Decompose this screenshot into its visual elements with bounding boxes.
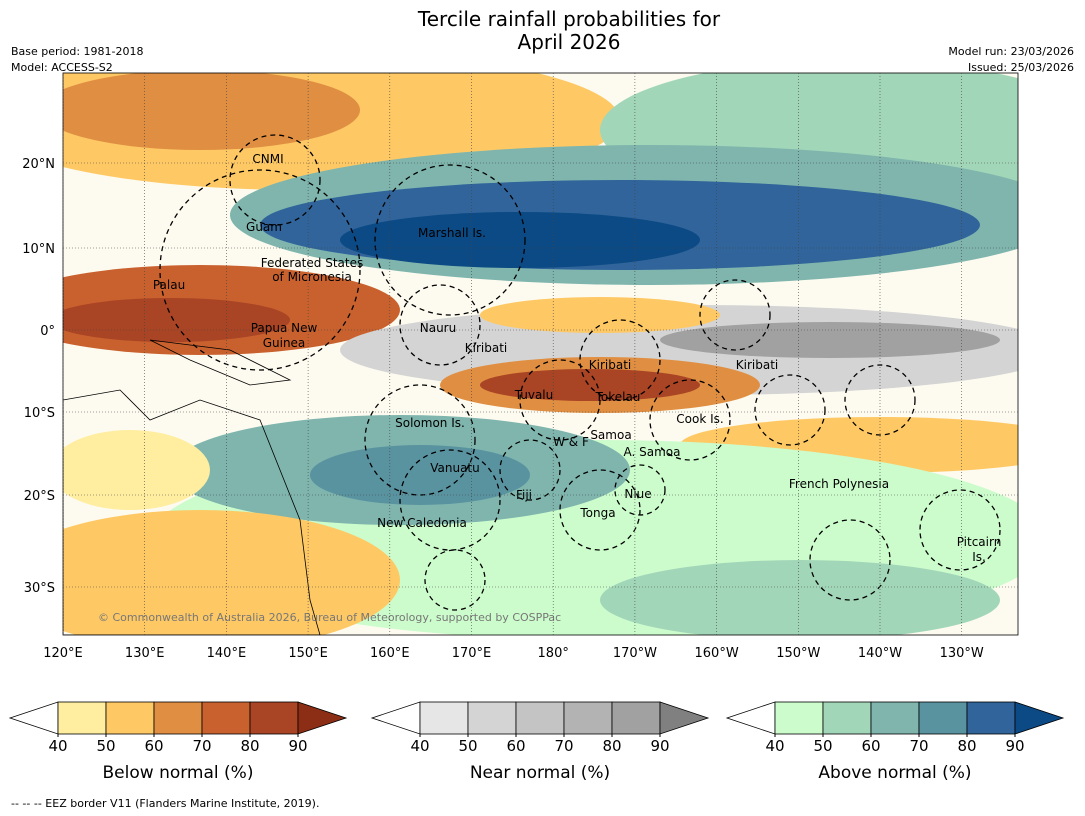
region-label: Tuvalu [514,388,554,402]
colorbar-tick-label: 60 [861,737,880,755]
colorbar-extend [659,701,710,735]
colorbar-tick-label: 80 [602,737,621,755]
region-label: Guinea [263,336,306,350]
lon-label: 130°E [125,646,165,661]
lon-label: 170°E [452,646,492,661]
lon-label: 140°W [858,646,902,661]
lat-label: 30°S [24,581,55,596]
lat-label: 0° [40,324,55,339]
footnote: -- -- -- EEZ border V11 (Flanders Marine… [11,797,319,810]
colorbar-extend [297,701,348,735]
region-label: Kiribati [736,358,778,372]
colorbar-tick-label: 80 [957,737,976,755]
region-label: of Micronesia [272,270,352,284]
region-label: Papua New [251,321,318,335]
map-frame [62,72,1019,636]
colorbar-segment [467,701,517,735]
colorbar-segment [419,701,469,735]
colorbar-segment [563,701,613,735]
region-label: Kiribati [589,358,631,372]
region-label: A. Samoa [624,445,681,459]
colorbar-tick-label: 70 [909,737,928,755]
colorbar-tick-label: 90 [1005,737,1024,755]
colorbar-segment [822,701,872,735]
colorbar-extend [370,701,421,735]
colorbar-segment [966,701,1016,735]
region-label: Kiribati [465,341,507,355]
region-label: Is. [972,550,986,564]
region-label: Niue [624,487,651,501]
region-label: Nauru [420,321,456,335]
lon-label: 130°W [940,646,984,661]
lat-label: 20°N [22,157,55,172]
colorbar-segment [249,701,299,735]
colorbar-tick-label: 70 [192,737,211,755]
lat-label: 10°S [24,406,55,421]
colorbar-segment [153,701,203,735]
lon-label: 160°W [695,646,739,661]
lat-label: 10°N [22,242,55,257]
region-label: New Caledonia [377,516,467,530]
colorbar-tick-label: 50 [458,737,477,755]
region-label: French Polynesia [789,477,889,491]
region-label: Fiji [516,488,532,502]
lon-label: 150°E [288,646,328,661]
colorbar-tick-label: 90 [288,737,307,755]
lon-label: 170°W [613,646,657,661]
colorbar-tick-label: 50 [813,737,832,755]
copyright: © Commonwealth of Australia 2026, Bureau… [98,611,561,624]
colorbar-segment [57,701,107,735]
lon-label: 150°W [776,646,820,661]
lon-label: 140°E [207,646,247,661]
colorbar-tick-label: 80 [240,737,259,755]
region-label: Pitcairn [957,535,1002,549]
region-label: Solomon Is. [395,416,465,430]
region-label: W & F [553,435,589,449]
colorbar-segment [201,701,251,735]
map-field [63,73,1018,635]
lon-label: 120°E [43,646,83,661]
colorbar-segment [918,701,968,735]
info: Issued: 25/03/2026 [968,61,1074,74]
lon-label: 160°E [370,646,410,661]
colorbar-tick-label: 70 [554,737,573,755]
colorbar-tick-label: 40 [410,737,429,755]
region-label: CNMI [252,152,283,166]
info: Model run: 23/03/2026 [948,45,1074,58]
colorbar-tick-label: 60 [506,737,525,755]
colorbar-segment [870,701,920,735]
colorbar-segment [105,701,155,735]
colorbar-segment [515,701,565,735]
region-label: Marshall Is. [418,226,486,240]
colorbar-tick-label: 60 [144,737,163,755]
region-label: Federated States [261,256,363,270]
colorbar-label: Near normal (%) [470,763,610,783]
colorbar-extend [1014,701,1065,735]
colorbar-segment [611,701,661,735]
info: Base period: 1981-2018 [11,45,143,58]
colorbar-label: Above normal (%) [818,763,971,783]
info: Model: ACCESS-S2 [11,61,113,74]
lat-label: 20°S [24,489,55,504]
region-label: Guam [246,220,282,234]
region-label: Tokelau [595,390,641,404]
title: Tercile rainfall probabilities for [417,7,721,31]
region-label: Cook Is. [676,412,723,426]
region-label: Palau [153,278,185,292]
colorbar-tick-label: 90 [650,737,669,755]
colorbar-label: Below normal (%) [103,763,254,783]
colorbar-segment [774,701,824,735]
colorbar-extend [8,701,59,735]
region-label: Samoa [590,428,631,442]
title: April 2026 [518,30,621,54]
colorbar-tick-label: 40 [48,737,67,755]
colorbar-tick-label: 40 [765,737,784,755]
region-label: Tonga [579,506,615,520]
colorbar-tick-label: 50 [96,737,115,755]
lon-label: 180° [538,646,569,661]
colorbar-extend [725,701,776,735]
region-label: Vanuatu [430,461,480,475]
